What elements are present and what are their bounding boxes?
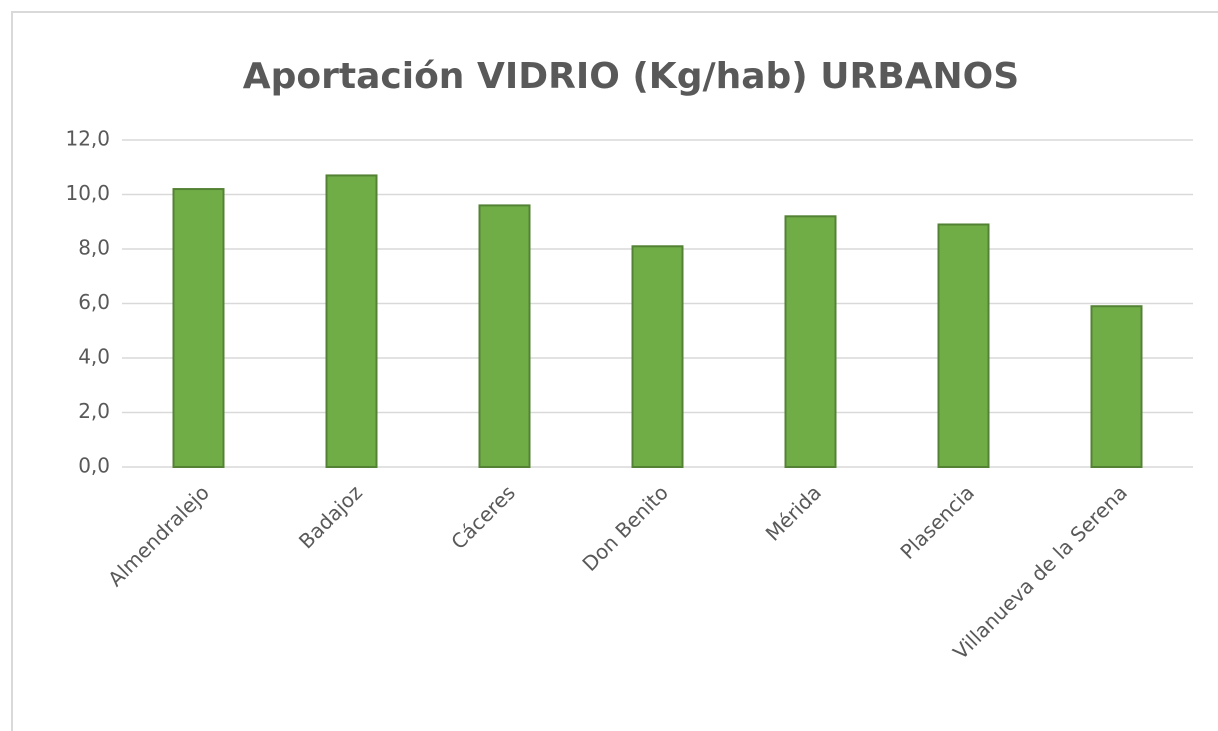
x-tick-label: Mérida bbox=[761, 480, 826, 545]
x-tick-label: Don Benito bbox=[577, 480, 672, 575]
chart-title: Aportación VIDRIO (Kg/hab) URBANOS bbox=[243, 56, 1019, 97]
bar bbox=[172, 188, 225, 469]
y-tick-label: 8,0 bbox=[78, 236, 110, 260]
x-tick-label: Plasencia bbox=[895, 480, 979, 564]
x-tick-label: Badajoz bbox=[294, 480, 367, 553]
y-tick-label: 12,0 bbox=[65, 127, 110, 151]
x-tick-label: Almendralejo bbox=[103, 480, 214, 591]
x-tick-label: Villanueva de la Serena bbox=[948, 480, 1132, 664]
bar bbox=[631, 245, 684, 468]
bar bbox=[325, 174, 378, 469]
y-tick-label: 4,0 bbox=[78, 345, 110, 369]
x-tick-label: Cáceres bbox=[446, 480, 520, 554]
bar bbox=[478, 204, 531, 468]
y-tick-label: 6,0 bbox=[78, 290, 110, 314]
y-tick-label: 2,0 bbox=[78, 399, 110, 423]
bar bbox=[1090, 305, 1143, 468]
y-tick-label: 10,0 bbox=[65, 181, 110, 205]
chart-frame bbox=[11, 11, 1218, 731]
bar bbox=[937, 223, 990, 468]
bar bbox=[784, 215, 837, 468]
y-tick-label: 0,0 bbox=[78, 454, 110, 478]
